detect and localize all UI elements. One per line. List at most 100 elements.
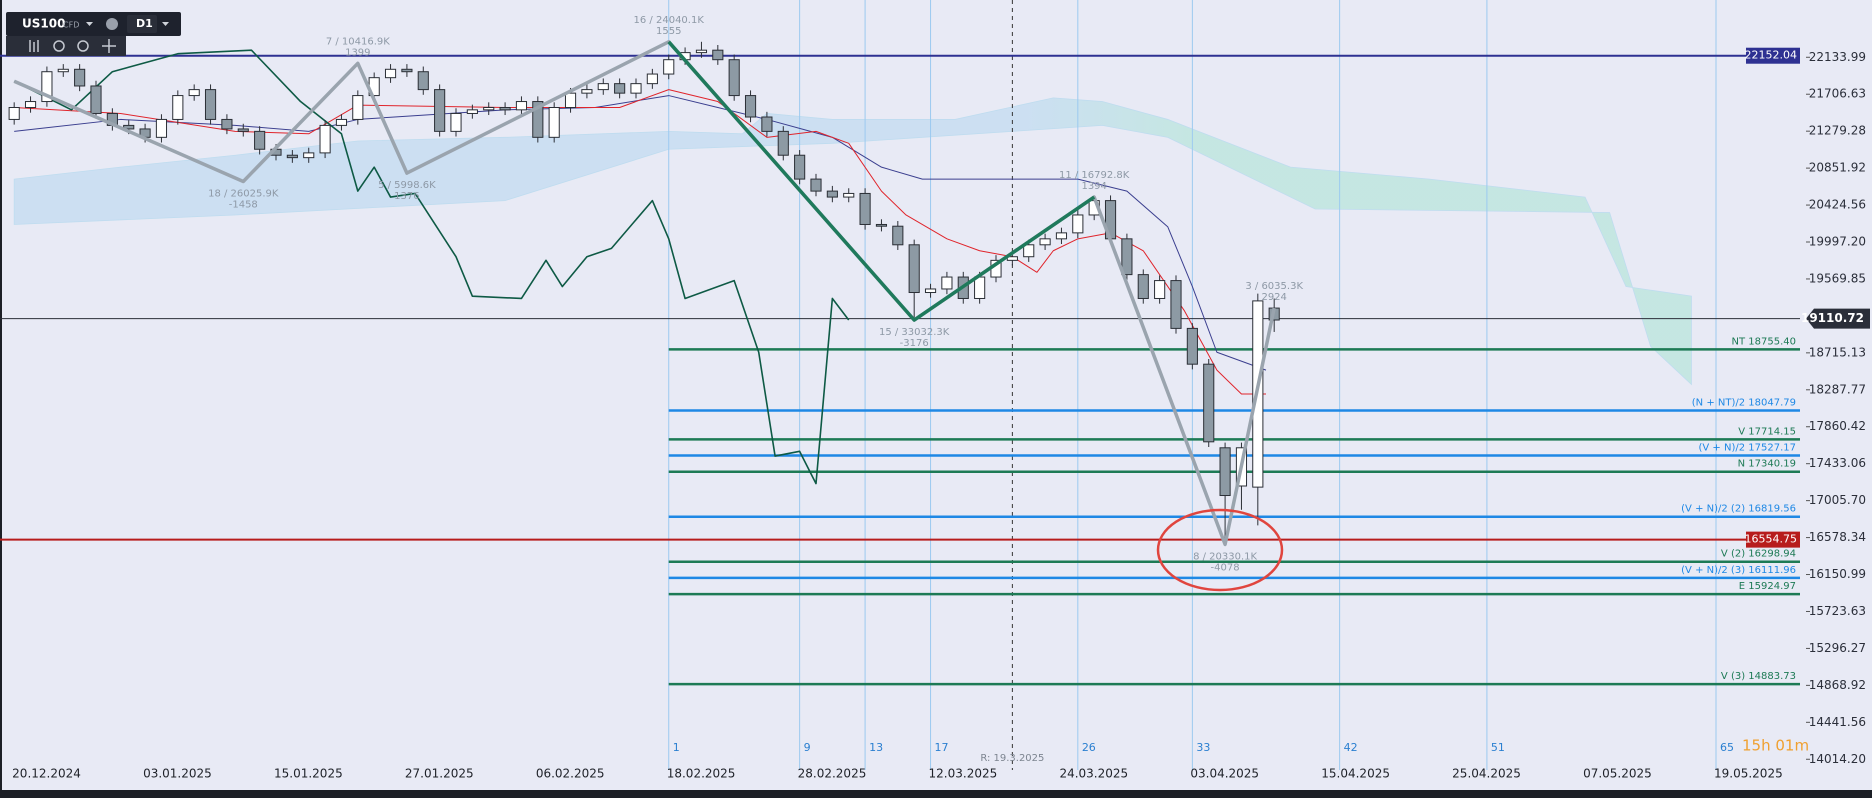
candle-body bbox=[564, 92, 577, 109]
level-label: (V + N)/2 (3) 16111.96 bbox=[1681, 565, 1796, 576]
level-label: V (3) 14883.73 bbox=[1721, 671, 1796, 682]
candle-body bbox=[1154, 280, 1166, 299]
symbol[interactable]: US100 bbox=[22, 17, 65, 31]
cycle-label: 26 bbox=[1082, 741, 1096, 754]
cycle-label: 9 bbox=[804, 741, 811, 754]
candle-body bbox=[908, 244, 920, 294]
zoom-in[interactable] bbox=[77, 40, 89, 52]
candle-body bbox=[810, 178, 822, 192]
y-tick-label: 17433.06 bbox=[1809, 456, 1866, 470]
pivot-change: 2924 bbox=[1261, 292, 1286, 303]
x-tick-label: 25.04.2025 bbox=[1452, 767, 1521, 781]
toolbar: US100 CFD D1 bbox=[6, 12, 181, 56]
candle-body bbox=[188, 89, 200, 97]
level-label: NT 18755.40 bbox=[1732, 336, 1796, 347]
y-tick-label: 20851.92 bbox=[1809, 161, 1866, 175]
candle-body bbox=[794, 154, 806, 180]
x-tick-label: 12.03.2025 bbox=[929, 767, 998, 781]
y-tick-label: 22133.99 bbox=[1809, 50, 1866, 64]
indicator-line bbox=[14, 89, 1266, 395]
y-tick-label: 21706.63 bbox=[1809, 87, 1866, 101]
candle-body bbox=[221, 118, 233, 130]
cycle-label: 17 bbox=[935, 741, 949, 754]
x-tick-label: 06.02.2025 bbox=[536, 767, 605, 781]
candle-body bbox=[532, 101, 544, 138]
pivot-change: 1376 bbox=[394, 191, 419, 202]
indicator-line bbox=[13, 49, 850, 485]
candle-body bbox=[57, 68, 69, 73]
candle-body bbox=[450, 112, 462, 132]
layers: 1 9 13 17 26 33 42 51 65 R: 19.3.2025 NT 18755.40 (… bbox=[0, 0, 1870, 781]
y-tick-label: 21279.28 bbox=[1809, 124, 1866, 138]
y-tick-label: 18715.13 bbox=[1809, 345, 1866, 359]
candle-body bbox=[630, 83, 642, 94]
x-tick-label: 03.01.2025 bbox=[143, 767, 212, 781]
zoom-out[interactable] bbox=[53, 40, 65, 52]
candle-body bbox=[1186, 327, 1198, 365]
candle-body bbox=[8, 107, 20, 120]
candle-body bbox=[319, 124, 331, 154]
reference-label: R: 19.3.2025 bbox=[980, 753, 1044, 764]
candle-body bbox=[515, 101, 528, 111]
pivot-change: -1458 bbox=[229, 200, 258, 211]
y-tick-label: 17860.42 bbox=[1809, 419, 1866, 433]
y-tick-label: 15296.27 bbox=[1809, 641, 1866, 655]
pivot-label: 3 / 6035.3K bbox=[1245, 281, 1303, 292]
candle-body bbox=[499, 107, 511, 111]
timeframe[interactable]: D1 bbox=[136, 17, 153, 30]
price-tag bbox=[1746, 531, 1800, 548]
price-tag bbox=[1806, 308, 1870, 329]
level-label: V 17714.15 bbox=[1738, 426, 1796, 437]
pivot-change: 1399 bbox=[345, 47, 370, 58]
info-icon[interactable] bbox=[106, 18, 118, 30]
level-label: E 15924.97 bbox=[1739, 581, 1796, 592]
cycle-label: 42 bbox=[1344, 741, 1358, 754]
candle-body bbox=[1006, 256, 1018, 261]
y-tick-label: 16150.99 bbox=[1809, 567, 1866, 581]
y-tick-label: 17005.70 bbox=[1809, 493, 1866, 507]
candle-body bbox=[1023, 244, 1035, 258]
x-tick-label: 03.04.2025 bbox=[1190, 767, 1259, 781]
candle-body bbox=[172, 95, 184, 120]
pivot-label: 8 / 20330.1K bbox=[1193, 551, 1257, 562]
pan-tool[interactable] bbox=[102, 39, 116, 53]
timeframe-box[interactable] bbox=[127, 15, 157, 33]
candle-body bbox=[712, 49, 724, 61]
x-tick-label: 18.02.2025 bbox=[667, 767, 736, 781]
candle-body bbox=[1055, 232, 1068, 240]
x-tick-label: 24.03.2025 bbox=[1059, 767, 1128, 781]
candle-body bbox=[761, 116, 773, 132]
highlight-circle bbox=[1156, 508, 1284, 592]
candle-body bbox=[597, 83, 609, 91]
candle-body bbox=[859, 192, 871, 225]
candle-body bbox=[401, 68, 413, 73]
candle-body bbox=[826, 190, 838, 198]
candle-body bbox=[548, 107, 560, 138]
candle-body bbox=[335, 118, 348, 126]
pivot-change: -3176 bbox=[900, 338, 929, 349]
y-tick-label: 18287.77 bbox=[1809, 382, 1866, 396]
candle-body bbox=[1121, 238, 1133, 276]
tool-indicators[interactable] bbox=[29, 40, 39, 52]
x-tick-label: 19.05.2025 bbox=[1714, 767, 1783, 781]
candle-body bbox=[1072, 214, 1084, 234]
cycle-label: 1 bbox=[673, 741, 680, 754]
candle-body bbox=[663, 59, 675, 75]
candle-body bbox=[237, 128, 249, 132]
candle-body bbox=[41, 71, 53, 103]
candle-body bbox=[123, 124, 135, 130]
candle-body bbox=[1170, 280, 1182, 329]
tool-row bbox=[6, 36, 126, 56]
pivot-change: -4078 bbox=[1211, 562, 1240, 573]
timeframe-dropdown[interactable] bbox=[162, 22, 169, 26]
candle-body bbox=[695, 49, 708, 54]
pivot-label: 15 / 33032.3K bbox=[879, 327, 950, 338]
level-label: (N + NT)/2 18047.79 bbox=[1692, 398, 1796, 409]
candle-body bbox=[434, 89, 446, 132]
candle-body bbox=[941, 276, 953, 290]
candle-body bbox=[875, 223, 888, 227]
symbol-dropdown[interactable] bbox=[86, 22, 93, 26]
x-tick-label: 15.01.2025 bbox=[274, 767, 343, 781]
x-tick-label: 27.01.2025 bbox=[405, 767, 474, 781]
